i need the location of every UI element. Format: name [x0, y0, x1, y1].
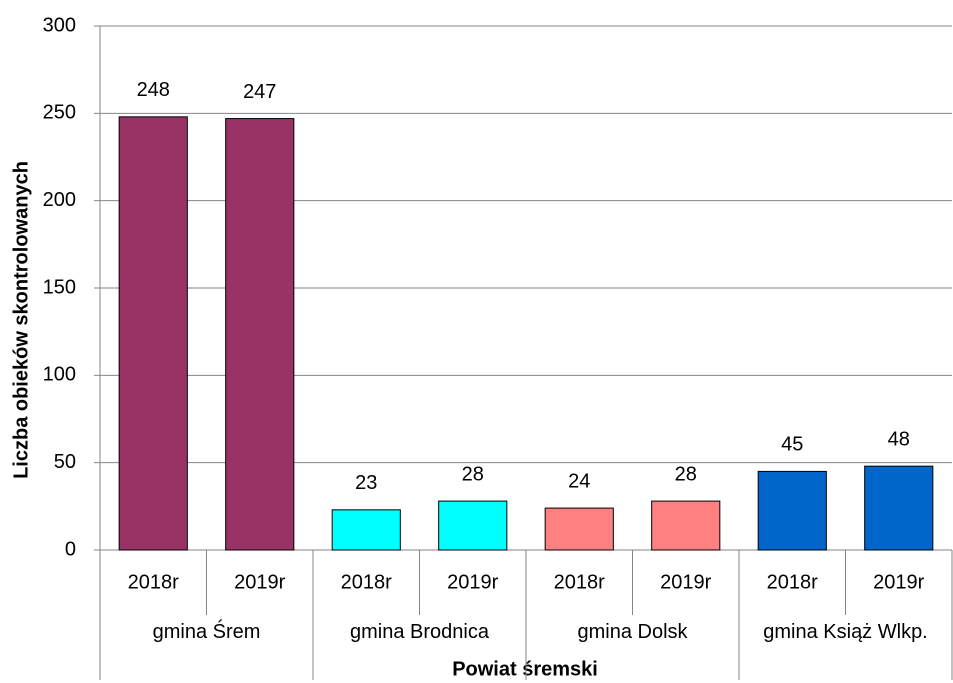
x-tick-label: 2019r — [660, 571, 711, 593]
bar — [331, 509, 401, 551]
bar — [544, 507, 614, 551]
group-label: gmina Książ Wlkp. — [763, 621, 928, 643]
data-label: 48 — [888, 428, 910, 450]
bar — [438, 500, 508, 551]
bar — [864, 465, 934, 551]
x-tick-label: 2018r — [554, 571, 605, 593]
bar — [757, 470, 827, 551]
y-tick-label: 0 — [65, 538, 76, 560]
y-tick-label: 50 — [54, 451, 76, 473]
data-label: 28 — [675, 463, 697, 485]
data-label: 45 — [781, 434, 803, 456]
x-tick-label: 2018r — [341, 571, 392, 593]
x-tick-label: 2019r — [447, 571, 498, 593]
y-axis-title: Liczba obieków skontrolowanych — [10, 161, 32, 479]
data-label: 23 — [355, 472, 377, 494]
group-label: gmina Brodnica — [350, 621, 489, 643]
data-label: 247 — [243, 81, 276, 103]
group-label: gmina Śrem — [152, 621, 261, 643]
bar — [651, 500, 721, 551]
y-tick-label: 150 — [43, 276, 76, 298]
y-tick-label: 200 — [43, 189, 76, 211]
bar — [118, 116, 188, 551]
data-label: 248 — [137, 79, 170, 101]
data-label: 24 — [568, 470, 590, 492]
y-tick-label: 100 — [43, 364, 76, 386]
y-tick-label: 300 — [43, 14, 76, 36]
x-tick-label: 2018r — [767, 571, 818, 593]
x-tick-label: 2019r — [234, 571, 285, 593]
x-tick-label: 2019r — [873, 571, 924, 593]
group-label: gmina Dolsk — [577, 621, 688, 643]
x-tick-label: 2018r — [128, 571, 179, 593]
x-axis-title: Powiat śremski — [452, 658, 598, 680]
bar — [225, 118, 295, 551]
data-label: 28 — [462, 463, 484, 485]
y-tick-label: 250 — [43, 102, 76, 124]
